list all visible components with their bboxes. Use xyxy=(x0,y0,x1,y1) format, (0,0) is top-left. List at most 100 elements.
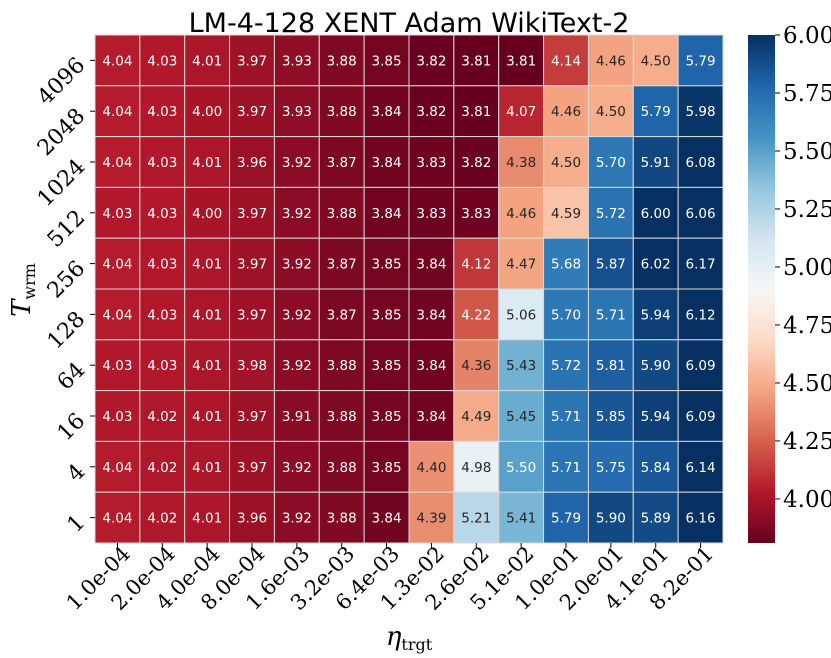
cell-value-label: 4.02 xyxy=(147,511,177,527)
cell-value-label: 4.04 xyxy=(102,460,132,476)
cell-value-label: 4.22 xyxy=(461,307,491,323)
heatmap-cell xyxy=(587,186,634,239)
cell-value-label: 5.70 xyxy=(551,307,581,323)
cell-value-label: 4.01 xyxy=(192,155,222,171)
cell-value-label: 5.41 xyxy=(506,511,536,527)
heatmap-cell xyxy=(408,491,455,544)
heatmap-cell xyxy=(677,85,724,138)
cell-value-label: 3.85 xyxy=(372,257,402,273)
heatmap-cell xyxy=(318,34,365,87)
cell-value-label: 5.68 xyxy=(551,257,581,273)
cell-value-label: 5.84 xyxy=(641,460,671,476)
cell-value-label: 5.89 xyxy=(641,511,671,527)
cell-value-label: 4.02 xyxy=(147,460,177,476)
heatmap-cell xyxy=(587,34,634,87)
heatmap-cell xyxy=(139,288,186,341)
cell-value-label: 4.39 xyxy=(416,511,446,527)
heatmap-cell xyxy=(453,440,500,493)
heatmap-cell xyxy=(498,237,545,290)
cell-value-label: 4.03 xyxy=(102,206,132,222)
cell-value-label: 3.85 xyxy=(372,358,402,374)
cell-value-label: 4.03 xyxy=(147,104,177,120)
heatmap-cell xyxy=(498,440,545,493)
cell-value-label: 3.97 xyxy=(237,206,267,222)
heatmap-cell xyxy=(408,288,455,341)
cell-value-label: 4.46 xyxy=(506,206,536,222)
cell-value-label: 4.01 xyxy=(192,358,222,374)
heatmap-cell xyxy=(543,186,589,239)
cell-value-label: 3.97 xyxy=(237,104,267,120)
cell-value-label: 4.03 xyxy=(147,206,177,222)
y-axis-label-main: T xyxy=(7,298,37,317)
cell-value-label: 3.83 xyxy=(416,206,446,222)
cell-value-label: 3.87 xyxy=(327,257,357,273)
cell-value-label: 3.88 xyxy=(327,511,357,527)
heatmap-cell xyxy=(498,34,545,87)
heatmap-cell xyxy=(184,34,231,87)
cell-value-label: 3.97 xyxy=(237,460,267,476)
cell-value-label: 3.92 xyxy=(282,155,312,171)
cell-value-label: 4.00 xyxy=(192,104,222,120)
heatmap-cell xyxy=(677,339,724,392)
cell-value-label: 4.00 xyxy=(192,206,222,222)
cell-value-label: 5.98 xyxy=(686,104,716,120)
heatmap-cell xyxy=(229,390,275,442)
cell-value-label: 4.04 xyxy=(102,511,132,527)
cell-value-label: 5.94 xyxy=(641,307,671,323)
cell-value-label: 3.85 xyxy=(372,409,402,425)
heatmap-cell xyxy=(632,237,679,290)
colorbar-tick-label: 5.25 xyxy=(783,197,831,223)
cell-value-label: 6.16 xyxy=(686,511,716,527)
heatmap-cell xyxy=(632,339,679,392)
cell-value-label: 5.50 xyxy=(506,460,536,476)
heatmap-cell xyxy=(184,491,231,544)
heatmap-cell xyxy=(229,339,275,392)
cell-value-label: 5.06 xyxy=(506,307,536,323)
cell-value-label: 3.88 xyxy=(327,206,357,222)
cell-value-label: 3.96 xyxy=(237,155,267,171)
colorbar-tick-label: 5.00 xyxy=(783,255,831,281)
heatmap-cell xyxy=(139,491,186,544)
cell-value-label: 3.84 xyxy=(416,307,446,323)
cell-value-label: 4.04 xyxy=(102,257,132,273)
heatmap-cell xyxy=(363,339,410,392)
heatmap-cell xyxy=(318,491,365,544)
cell-value-label: 4.07 xyxy=(506,104,536,120)
heatmap-cell xyxy=(273,237,320,290)
heatmap-cell xyxy=(94,491,141,544)
cell-value-label: 4.36 xyxy=(461,358,491,374)
heatmap-cell xyxy=(408,440,455,493)
colorbar-tick-label: 5.75 xyxy=(783,81,831,107)
cell-value-label: 3.85 xyxy=(372,53,402,69)
heatmap-cell xyxy=(453,136,500,188)
cell-value-label: 3.92 xyxy=(282,460,312,476)
cell-value-label: 3.87 xyxy=(327,307,357,323)
cell-value-label: 3.84 xyxy=(372,511,402,527)
heatmap-cell xyxy=(632,288,679,341)
heatmap-cell xyxy=(229,288,275,341)
y-tick-label: 4096 xyxy=(33,53,90,110)
heatmap-cell xyxy=(363,440,410,493)
heatmap-cell xyxy=(408,186,455,239)
cell-value-label: 3.85 xyxy=(372,460,402,476)
heatmap-cell xyxy=(318,440,365,493)
heatmap-cell xyxy=(318,85,365,138)
heatmap-cell xyxy=(453,186,500,239)
cell-value-label: 3.93 xyxy=(282,104,312,120)
heatmap-cell xyxy=(94,390,141,442)
x-axis-label-main: η xyxy=(386,622,402,652)
heatmap-cell xyxy=(184,85,231,138)
cell-value-label: 3.82 xyxy=(416,53,446,69)
y-tick-label: 1024 xyxy=(33,155,90,212)
cell-value-label: 3.88 xyxy=(327,358,357,374)
y-tick-label: 256 xyxy=(43,256,90,303)
y-tick-label: 16 xyxy=(53,409,90,446)
heatmap-cell xyxy=(543,288,589,341)
heatmap-cell xyxy=(408,85,455,138)
cell-value-label: 5.71 xyxy=(551,409,581,425)
heatmap-cell xyxy=(587,491,634,544)
cell-value-label: 3.82 xyxy=(461,155,491,171)
heatmap-cell xyxy=(632,491,679,544)
cell-value-label: 6.06 xyxy=(686,206,716,222)
